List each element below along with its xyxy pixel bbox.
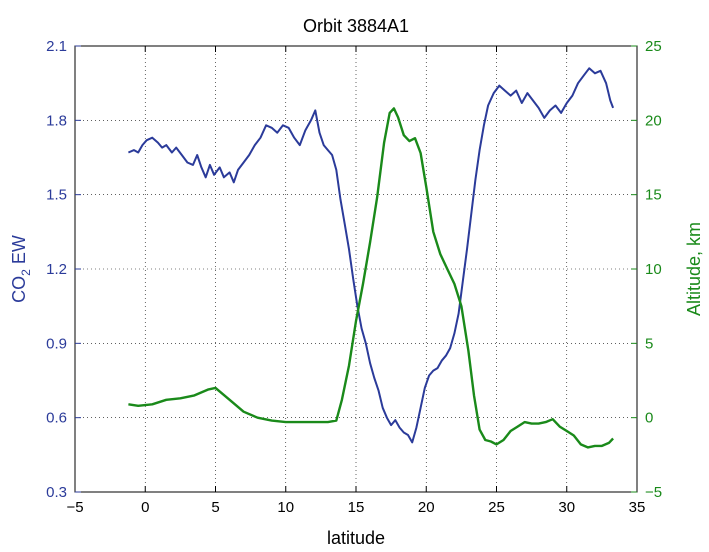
series-layer [128, 67, 615, 449]
y-left-tick-label: 1.8 [46, 112, 67, 129]
x-tick-label: 30 [558, 499, 575, 516]
y-right-tick-label: −5 [645, 484, 662, 501]
y-left-tick-label: 1.2 [46, 261, 67, 278]
x-tick-label: 20 [418, 499, 435, 516]
x-tick-label: 35 [629, 499, 646, 516]
x-tick-label: 15 [348, 499, 365, 516]
y-axis-left-label-main: CO [9, 276, 29, 303]
y-axis-left-label-rest: EW [9, 235, 29, 269]
ticks: −5 0 5 10 15 20 25 30 35 0.3 0.6 0.9 1.2 1.5 1.8 2.1 −5 0… [46, 38, 662, 516]
y-axis-left-label: CO2 EW [9, 235, 33, 303]
x-tick-label: 5 [211, 499, 219, 516]
x-axis-label: latitude [327, 528, 385, 548]
y-right-tick-label: 5 [645, 335, 653, 352]
y-axis-right-label: Altitude, km [684, 222, 704, 316]
chart-title: Orbit 3884A1 [303, 16, 409, 36]
y-left-tick-label: 0.9 [46, 335, 67, 352]
co2-ew-series-line [128, 67, 615, 444]
y-right-tick-label: 25 [645, 38, 662, 55]
y-left-tick-label: 0.3 [46, 484, 67, 501]
x-tick-label: 0 [141, 499, 149, 516]
altitude-series-line [128, 107, 614, 449]
y-axis-left-label-subscript: 2 [19, 269, 33, 276]
x-tick-label: 10 [277, 499, 294, 516]
x-tick-label: 25 [488, 499, 505, 516]
y-left-tick-label: 2.1 [46, 38, 67, 55]
grid [75, 46, 637, 492]
y-right-tick-label: 10 [645, 261, 662, 278]
y-right-tick-label: 0 [645, 410, 653, 427]
y-right-tick-label: 15 [645, 187, 662, 204]
y-left-tick-label: 0.6 [46, 410, 67, 427]
y-right-tick-label: 20 [645, 112, 662, 129]
x-tick-label: −5 [66, 499, 83, 516]
y-left-tick-label: 1.5 [46, 187, 67, 204]
